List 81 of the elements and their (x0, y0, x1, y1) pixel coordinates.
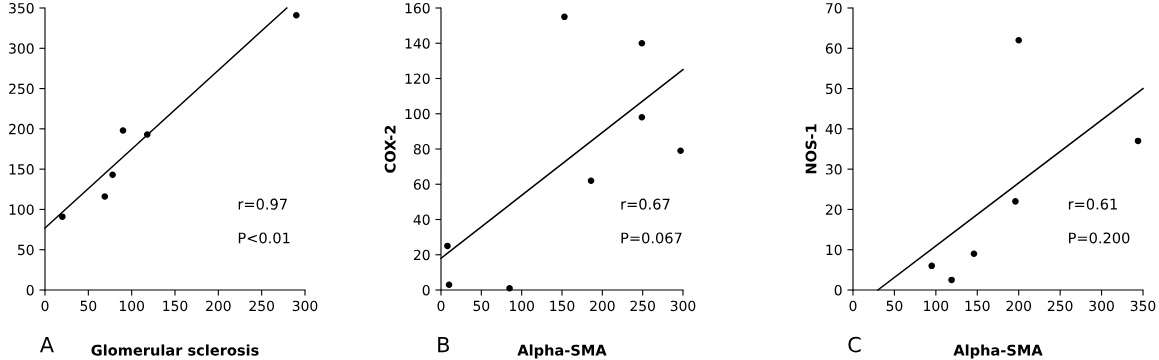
text: B (438, 336, 449, 353)
point (444, 242, 451, 250)
y-tick-label: 20 (825, 204, 842, 215)
x-tick-label: 0 (41, 300, 49, 312)
y-tick-label: 0 (834, 284, 842, 296)
y-tick-label: 100 (405, 108, 430, 120)
y-tick-label: 80 (413, 143, 430, 155)
point (638, 113, 646, 121)
annotation: P=0.067 (621, 232, 682, 244)
annotation: P<0.01 (238, 232, 290, 244)
point (970, 250, 978, 258)
y-tick-label: 140 (405, 38, 430, 49)
y-tick-label: 70 (826, 2, 842, 14)
text: C (848, 336, 861, 353)
y-tick-label: 30 (825, 164, 842, 175)
point (948, 276, 955, 284)
point (587, 177, 595, 185)
y-tick-label: 0 (422, 284, 430, 296)
y-tick-label: 350 (9, 2, 34, 14)
y-tick-label: 50 (825, 83, 842, 95)
x-tick-label: 150 (550, 300, 575, 312)
y-tick-label: 40 (413, 214, 430, 225)
x-axis-title: Alpha-SMA (517, 344, 607, 359)
y-tick-label: 150 (9, 164, 34, 175)
y-tick-label: 0 (26, 284, 34, 296)
point (143, 131, 151, 138)
text: A (39, 336, 54, 353)
x-tick-label: 150 (965, 300, 990, 312)
x-tick-label: 50 (473, 300, 490, 312)
y-axis-title: COX-2 (384, 125, 396, 173)
x-tick-label: 0 (849, 300, 857, 312)
y-tick-label: 50 (17, 244, 34, 256)
x-tick-label: 100 (924, 300, 949, 312)
point (293, 11, 300, 19)
x-tick-label: 300 (1089, 300, 1114, 312)
x-tick-label: 200 (206, 300, 231, 312)
x-tick-label: 50 (886, 300, 903, 312)
y-tick-label: 160 (405, 2, 430, 14)
x-tick-label: 200 (1006, 300, 1032, 312)
y-tick-label: 20 (413, 249, 430, 261)
annotation: P=0.200 (1069, 232, 1130, 244)
y-tick-label: 10 (826, 244, 842, 256)
y-tick-label: 100 (9, 204, 34, 215)
y-tick-label: 40 (825, 123, 842, 135)
x-tick-label: 250 (249, 300, 274, 312)
annotation: r=0.97 (238, 198, 287, 210)
x-tick-label: 100 (509, 300, 534, 312)
point (561, 13, 568, 21)
x-axis-title: Alpha-SMA (953, 344, 1043, 359)
y-tick-label: 300 (9, 43, 34, 54)
point (119, 127, 127, 134)
annotation: r=0.67 (621, 198, 670, 210)
x-tick-label: 250 (630, 300, 655, 312)
y-tick-label: 120 (405, 73, 430, 84)
point (59, 213, 66, 220)
point (928, 262, 936, 270)
y-tick-label: 60 (413, 179, 430, 190)
y-axis-title: NOS-1 (805, 124, 817, 174)
x-tick-label: 350 (1130, 300, 1156, 312)
x-tick-label: 200 (590, 300, 615, 312)
x-tick-label: 50 (80, 300, 97, 312)
point (101, 193, 109, 200)
annotation: r=0.61 (1068, 198, 1117, 210)
point (1012, 198, 1019, 205)
x-tick-label: 300 (670, 300, 696, 312)
point (506, 284, 513, 292)
point (445, 281, 453, 289)
y-tick-label: 250 (9, 83, 34, 95)
y-tick-label: 200 (9, 123, 34, 135)
point (1134, 137, 1142, 145)
x-tick-label: 100 (119, 300, 144, 312)
y-tick-label: 60 (825, 43, 842, 54)
x-tick-label: 0 (437, 300, 445, 312)
point (109, 171, 116, 179)
x-tick-label: 300 (292, 300, 318, 312)
x-axis-title: Glomerular sclerosis (91, 344, 259, 356)
point (1015, 36, 1023, 44)
x-tick-label: 250 (1047, 300, 1073, 312)
point (677, 147, 684, 155)
point (638, 39, 646, 47)
x-tick-label: 150 (163, 300, 188, 312)
